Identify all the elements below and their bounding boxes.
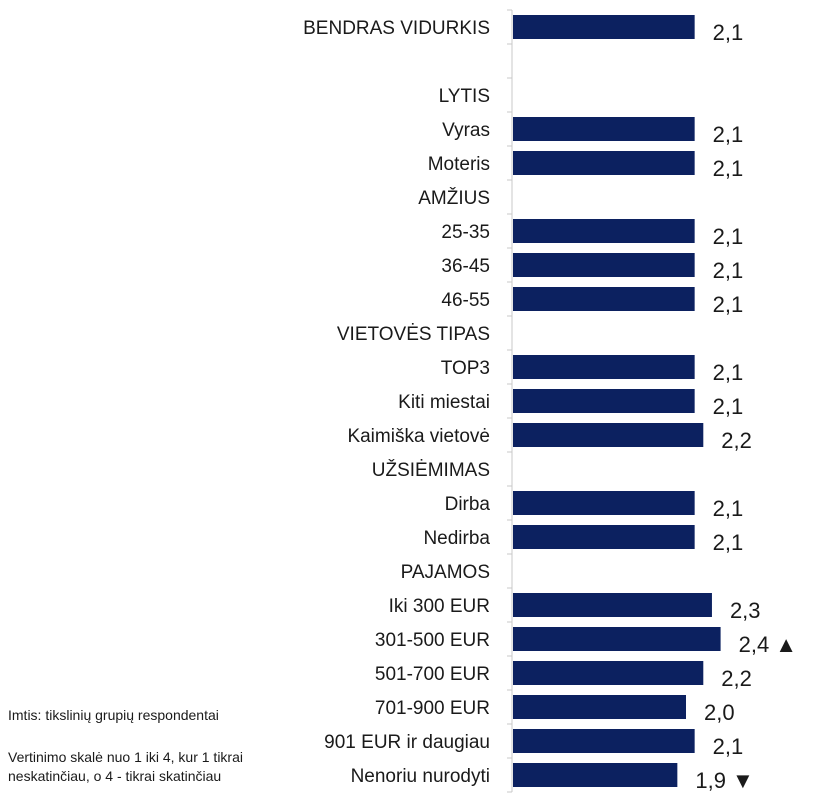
bar — [513, 253, 695, 277]
data-label: 2,1 — [713, 122, 744, 147]
category-label: 46-55 — [441, 290, 490, 311]
category-label: Iki 300 EUR — [389, 596, 490, 617]
data-label: 2,0 — [704, 700, 735, 725]
data-label: 2,1 — [713, 530, 744, 555]
category-label: BENDRAS VIDURKIS — [303, 18, 490, 39]
category-label: Kaimiška vietovė — [347, 426, 490, 447]
category-label: 701-900 EUR — [375, 698, 490, 719]
scale-note: Vertinimo skalė nuo 1 iki 4, kur 1 tikra… — [8, 749, 243, 784]
sample-note: Imtis: tikslinių grupių respondentai — [8, 707, 219, 723]
bar — [513, 729, 695, 753]
data-label: 2,1 — [713, 156, 744, 181]
bar — [513, 491, 695, 515]
category-label: UŽSIĖMIMAS — [372, 459, 490, 481]
data-label: 2,4 ▲ — [739, 632, 797, 657]
category-label: Kiti miestai — [398, 392, 490, 413]
bar — [513, 117, 695, 141]
category-label: Vyras — [442, 120, 490, 141]
data-label: 2,1 — [713, 496, 744, 521]
bar — [513, 763, 678, 787]
category-label: Moteris — [428, 154, 490, 175]
bar — [513, 15, 695, 39]
bar — [513, 219, 695, 243]
category-label: 501-700 EUR — [375, 664, 490, 685]
category-label: Dirba — [445, 494, 491, 515]
data-label: 2,2 — [721, 666, 752, 691]
bar — [513, 423, 704, 447]
category-label: AMŽIUS — [418, 187, 490, 209]
category-label: VIETOVĖS TIPAS — [337, 324, 490, 345]
data-label: 2,1 — [713, 258, 744, 283]
data-label: 1,9 ▼ — [695, 768, 753, 793]
category-label: TOP3 — [441, 358, 490, 379]
data-label: 2,1 — [713, 224, 744, 249]
data-label: 2,3 — [730, 598, 761, 623]
category-label: 901 EUR ir daugiau — [324, 732, 490, 753]
data-label: 2,1 — [713, 20, 744, 45]
bar — [513, 355, 695, 379]
category-label: 25-35 — [441, 222, 490, 243]
category-label: 301-500 EUR — [375, 630, 490, 651]
category-label: Nedirba — [423, 528, 490, 549]
category-label: LYTIS — [439, 86, 490, 107]
data-label: 2,1 — [713, 292, 744, 317]
bar — [513, 695, 686, 719]
bar — [513, 151, 695, 175]
data-label: 2,2 — [721, 428, 752, 453]
bar — [513, 661, 704, 685]
bar — [513, 627, 721, 651]
bar — [513, 287, 695, 311]
bar — [513, 389, 695, 413]
category-label: PAJAMOS — [401, 562, 490, 583]
bar — [513, 593, 712, 617]
category-label: 36-45 — [441, 256, 490, 277]
data-label: 2,1 — [713, 394, 744, 419]
data-label: 2,1 — [713, 734, 744, 759]
bar — [513, 525, 695, 549]
category-label: Nenoriu nurodyti — [351, 766, 490, 787]
data-label: 2,1 — [713, 360, 744, 385]
